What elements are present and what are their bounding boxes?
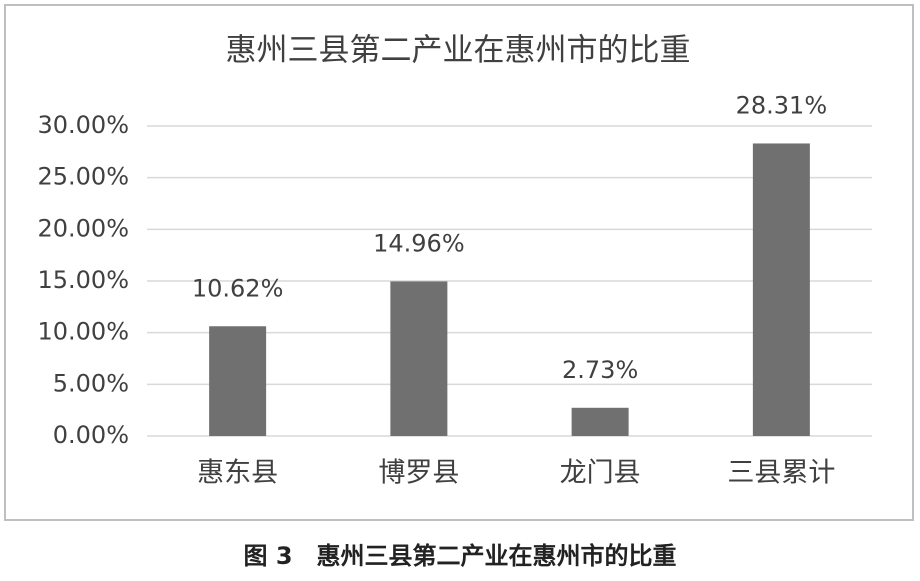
y-tick-label: 10.00% — [37, 318, 129, 346]
y-tick-label: 30.00% — [37, 111, 129, 139]
bar — [390, 281, 448, 436]
data-label: 10.62% — [192, 274, 284, 302]
chart-title: 惠州三县第二产业在惠州市的比重 — [226, 33, 691, 69]
y-tick-label: 20.00% — [37, 214, 129, 242]
x-tick-label: 博罗县 — [378, 458, 459, 489]
y-tick-label: 5.00% — [53, 369, 129, 397]
x-tick-label: 三县累计 — [727, 458, 835, 489]
y-tick-label: 0.00% — [53, 421, 129, 449]
caption: 图 3 惠州三县第二产业在惠州市的比重 — [243, 542, 676, 570]
y-tick-label: 25.00% — [37, 163, 129, 191]
x-tick-label: 龙门县 — [560, 458, 641, 489]
data-label: 2.73% — [562, 356, 638, 384]
data-label: 14.96% — [373, 229, 465, 257]
x-tick-label: 惠东县 — [197, 458, 278, 489]
bar — [752, 143, 810, 437]
data-label: 28.31% — [736, 91, 828, 119]
bar — [571, 407, 629, 436]
y-tick-label: 15.00% — [37, 266, 129, 294]
bar — [209, 326, 267, 436]
